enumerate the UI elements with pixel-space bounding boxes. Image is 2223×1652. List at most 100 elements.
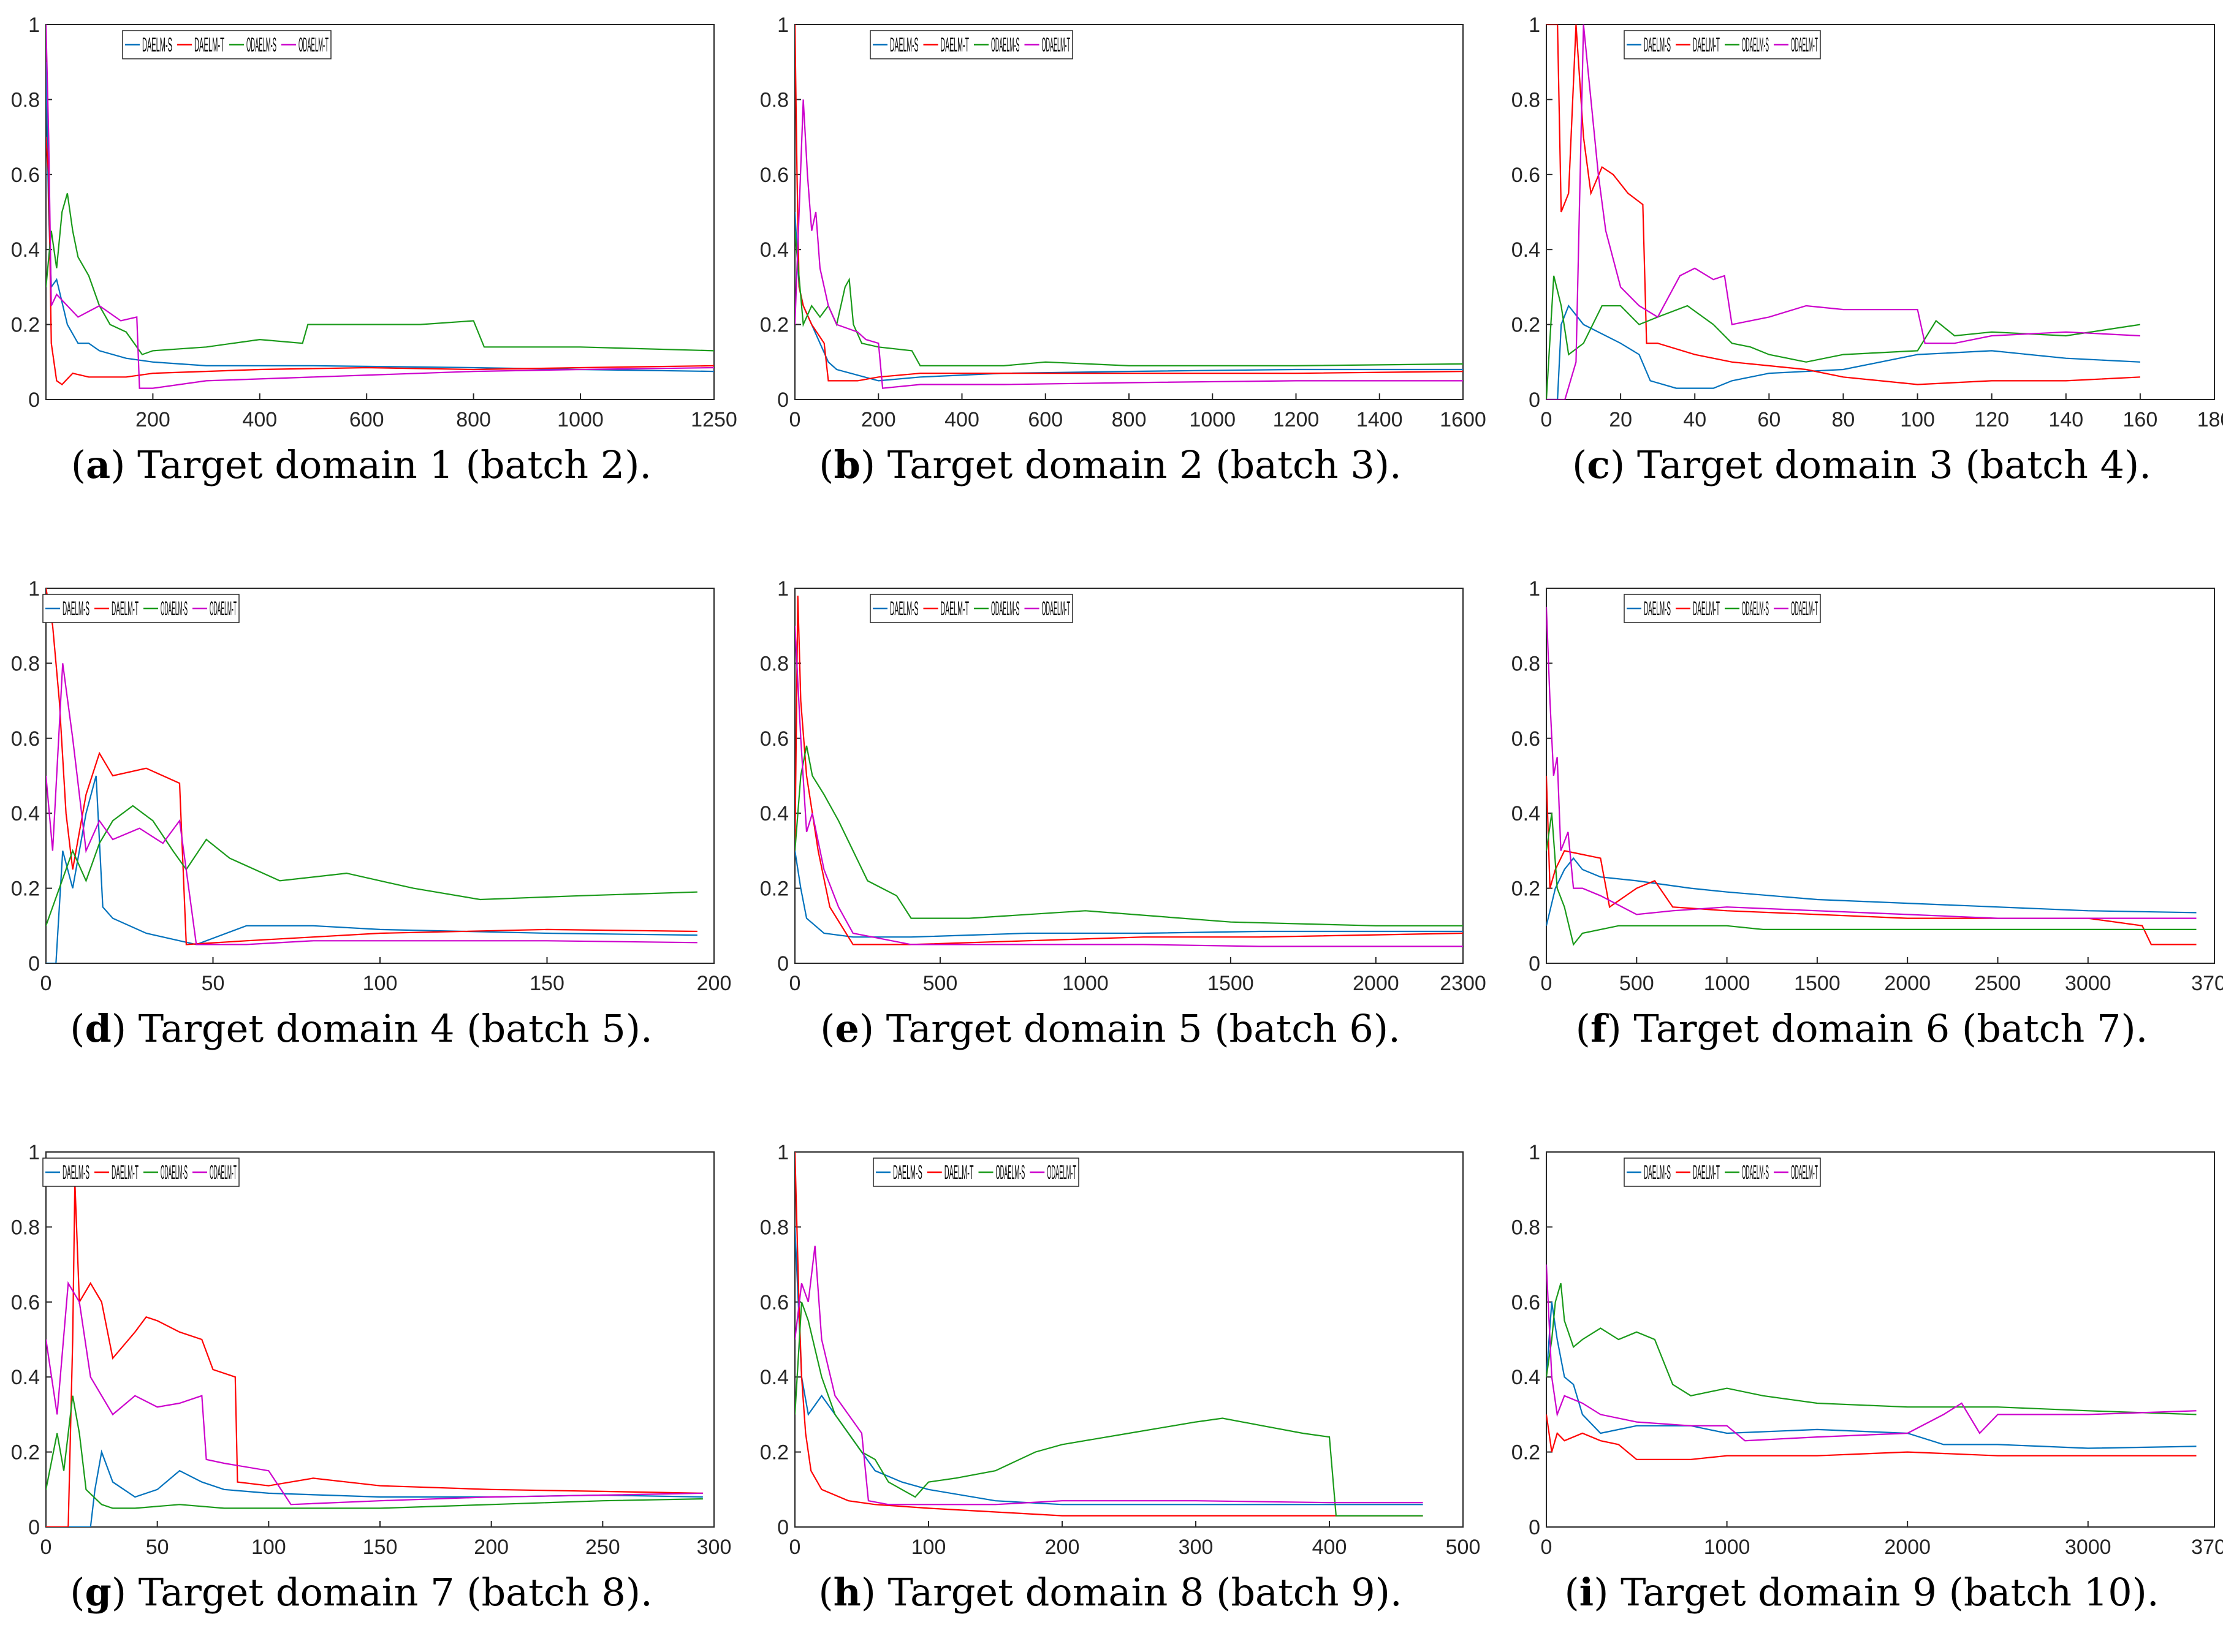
- legend-label: ODAELM-T: [1042, 34, 1071, 56]
- x-tick-label: 2000: [1884, 1536, 1931, 1559]
- legend-label: DAELM-S: [1644, 597, 1671, 620]
- x-tick-label: 3000: [2065, 972, 2111, 995]
- legend: DAELM-S DAELM-T ODAELM-S ODAELM-T: [1624, 594, 1821, 623]
- y-tick-label: 0.6: [11, 164, 40, 187]
- chart-e: 0 0.2 0.4 0.6 0.8 1 0 500 1000 1500 2000 2300 DAELM-…: [760, 577, 1486, 995]
- legend: DAELM-S DAELM-T ODAELM-S ODAELM-T: [1624, 1158, 1821, 1187]
- x-tick-label: 200: [861, 408, 896, 431]
- y-tick-label: 0.2: [1511, 1441, 1540, 1464]
- y-tick-label: 0.4: [1511, 238, 1540, 262]
- x-tick-label: 800: [456, 408, 491, 431]
- legend-label: ODAELM-T: [1047, 1161, 1076, 1183]
- x-tick-label: 0: [789, 408, 801, 431]
- legend-label: DAELM-T: [194, 34, 224, 56]
- legend-label: ODAELM-S: [996, 1161, 1025, 1183]
- series-line-odaelm-t: [1546, 25, 2140, 400]
- caption-g: (g) Target domain 7 (batch 8).: [70, 1570, 653, 1615]
- x-tick-label: 250: [585, 1536, 620, 1559]
- legend-label: DAELM-S: [893, 1161, 922, 1183]
- x-tick-label: 0: [1541, 408, 1552, 431]
- series-line-daelm-s: [795, 1227, 1423, 1506]
- legend-label: DAELM-S: [890, 34, 919, 56]
- caption-i: (i) Target domain 9 (batch 10).: [1564, 1570, 2159, 1615]
- x-tick-label: 500: [1619, 972, 1654, 995]
- series-line-odaelm-t: [795, 626, 1463, 947]
- legend-label: ODAELM-T: [210, 597, 237, 620]
- plot-area: [45, 1151, 715, 1528]
- y-tick-label: 0.2: [1511, 877, 1540, 901]
- legend-label: DAELM-S: [890, 597, 919, 620]
- legend-label: ODAELM-T: [210, 1161, 237, 1183]
- x-tick-label: 150: [530, 972, 564, 995]
- panel-f: 0 0.2 0.4 0.6 0.8 1 0 500 1000 1500 2000 2500 3000 37…: [1500, 564, 2223, 1060]
- x-tick-label: 600: [1028, 408, 1063, 431]
- chart-c: 0 0.2 0.4 0.6 0.8 1 0 20 40 60 80 100 120 140 160 180 DA…: [1511, 13, 2223, 431]
- x-tick-label: 0: [40, 972, 52, 995]
- panel-b: 0 0.2 0.4 0.6 0.8 1 0 200 400 600 800 1000 1200 1400 1…: [749, 0, 1486, 496]
- y-tick-label: 0: [28, 1516, 40, 1539]
- x-tick-label: 400: [1312, 1536, 1347, 1559]
- x-tick-label: 500: [923, 972, 958, 995]
- series-line-daelm-s: [1546, 1302, 2197, 1449]
- x-tick-label: 1250: [691, 408, 737, 431]
- y-tick-label: 0.4: [1511, 802, 1540, 825]
- legend: DAELM-S DAELM-T ODAELM-S ODAELM-T: [1624, 30, 1821, 59]
- y-tick-label: 0.4: [11, 1366, 40, 1389]
- x-tick-label: 160: [2123, 408, 2158, 431]
- y-tick-label: 1: [777, 13, 789, 37]
- x-tick-label: 1000: [1704, 972, 1750, 995]
- legend-label: DAELM-T: [941, 34, 970, 56]
- y-tick-label: 0.6: [1511, 727, 1540, 751]
- series-line-odaelm-t: [1546, 607, 2197, 919]
- series-line-daelm-t: [46, 1181, 703, 1527]
- y-tick-label: 0.8: [1511, 652, 1540, 675]
- series-line-odaelm-t: [46, 663, 697, 945]
- x-tick-label: 100: [363, 972, 398, 995]
- x-tick-label: 0: [40, 1536, 52, 1559]
- y-tick-label: 0.8: [760, 1216, 789, 1239]
- plot-area: [45, 24, 715, 400]
- panel-e: 0 0.2 0.4 0.6 0.8 1 0 500 1000 1500 2000 2300 DAELM-…: [749, 564, 1486, 1060]
- x-tick-label: 3700: [2191, 1536, 2223, 1559]
- x-tick-label: 120: [1974, 408, 2009, 431]
- y-tick-label: 0.2: [1511, 314, 1540, 337]
- legend-label: DAELM-S: [1644, 1161, 1671, 1183]
- y-tick-label: 1: [1529, 1141, 1540, 1164]
- legend-label: DAELM-T: [941, 597, 970, 620]
- panel-c: 0 0.2 0.4 0.6 0.8 1 0 20 40 60 80 100 120 140 160 180 DA…: [1500, 0, 2223, 496]
- y-tick-label: 0.6: [11, 1291, 40, 1314]
- series-line-daelm-t: [1546, 25, 2140, 385]
- legend: DAELM-S DAELM-T ODAELM-S ODAELM-T: [873, 1158, 1079, 1187]
- y-tick-label: 0.4: [1511, 1366, 1540, 1389]
- y-tick-label: 0.8: [760, 88, 789, 112]
- y-tick-label: 0.4: [760, 802, 789, 825]
- series-line-daelm-s: [1546, 304, 2140, 400]
- legend: DAELM-S DAELM-T ODAELM-S ODAELM-T: [42, 594, 240, 623]
- legend-label: ODAELM-S: [1742, 1161, 1769, 1183]
- x-tick-label: 1500: [1794, 972, 1841, 995]
- y-tick-label: 1: [1529, 577, 1540, 601]
- x-tick-label: 1600: [1440, 408, 1486, 431]
- legend-label: DAELM-T: [1693, 1161, 1720, 1183]
- x-tick-label: 0: [789, 1536, 801, 1559]
- caption-h: (h) Target domain 8 (batch 9).: [818, 1570, 1402, 1615]
- x-tick-label: 1000: [1704, 1536, 1750, 1559]
- series-line-odaelm-s: [1546, 1283, 2197, 1415]
- x-tick-label: 1000: [1189, 408, 1236, 431]
- x-tick-label: 2000: [1353, 972, 1399, 995]
- series-line-odaelm-s: [1546, 813, 2197, 946]
- x-tick-label: 800: [1112, 408, 1147, 431]
- legend-label: ODAELM-T: [1042, 597, 1071, 620]
- plot-area: [45, 588, 715, 964]
- legend-label: DAELM-T: [1693, 597, 1720, 620]
- series-line-odaelm-t: [46, 25, 714, 389]
- x-tick-label: 200: [1045, 1536, 1080, 1559]
- legend-label: ODAELM-S: [1742, 34, 1769, 56]
- x-tick-label: 200: [135, 408, 170, 431]
- series-line-odaelm-t: [46, 1281, 703, 1506]
- x-tick-label: 3700: [2191, 972, 2223, 995]
- x-tick-label: 200: [697, 972, 732, 995]
- y-tick-label: 0.8: [11, 88, 40, 112]
- x-tick-label: 0: [1541, 972, 1552, 995]
